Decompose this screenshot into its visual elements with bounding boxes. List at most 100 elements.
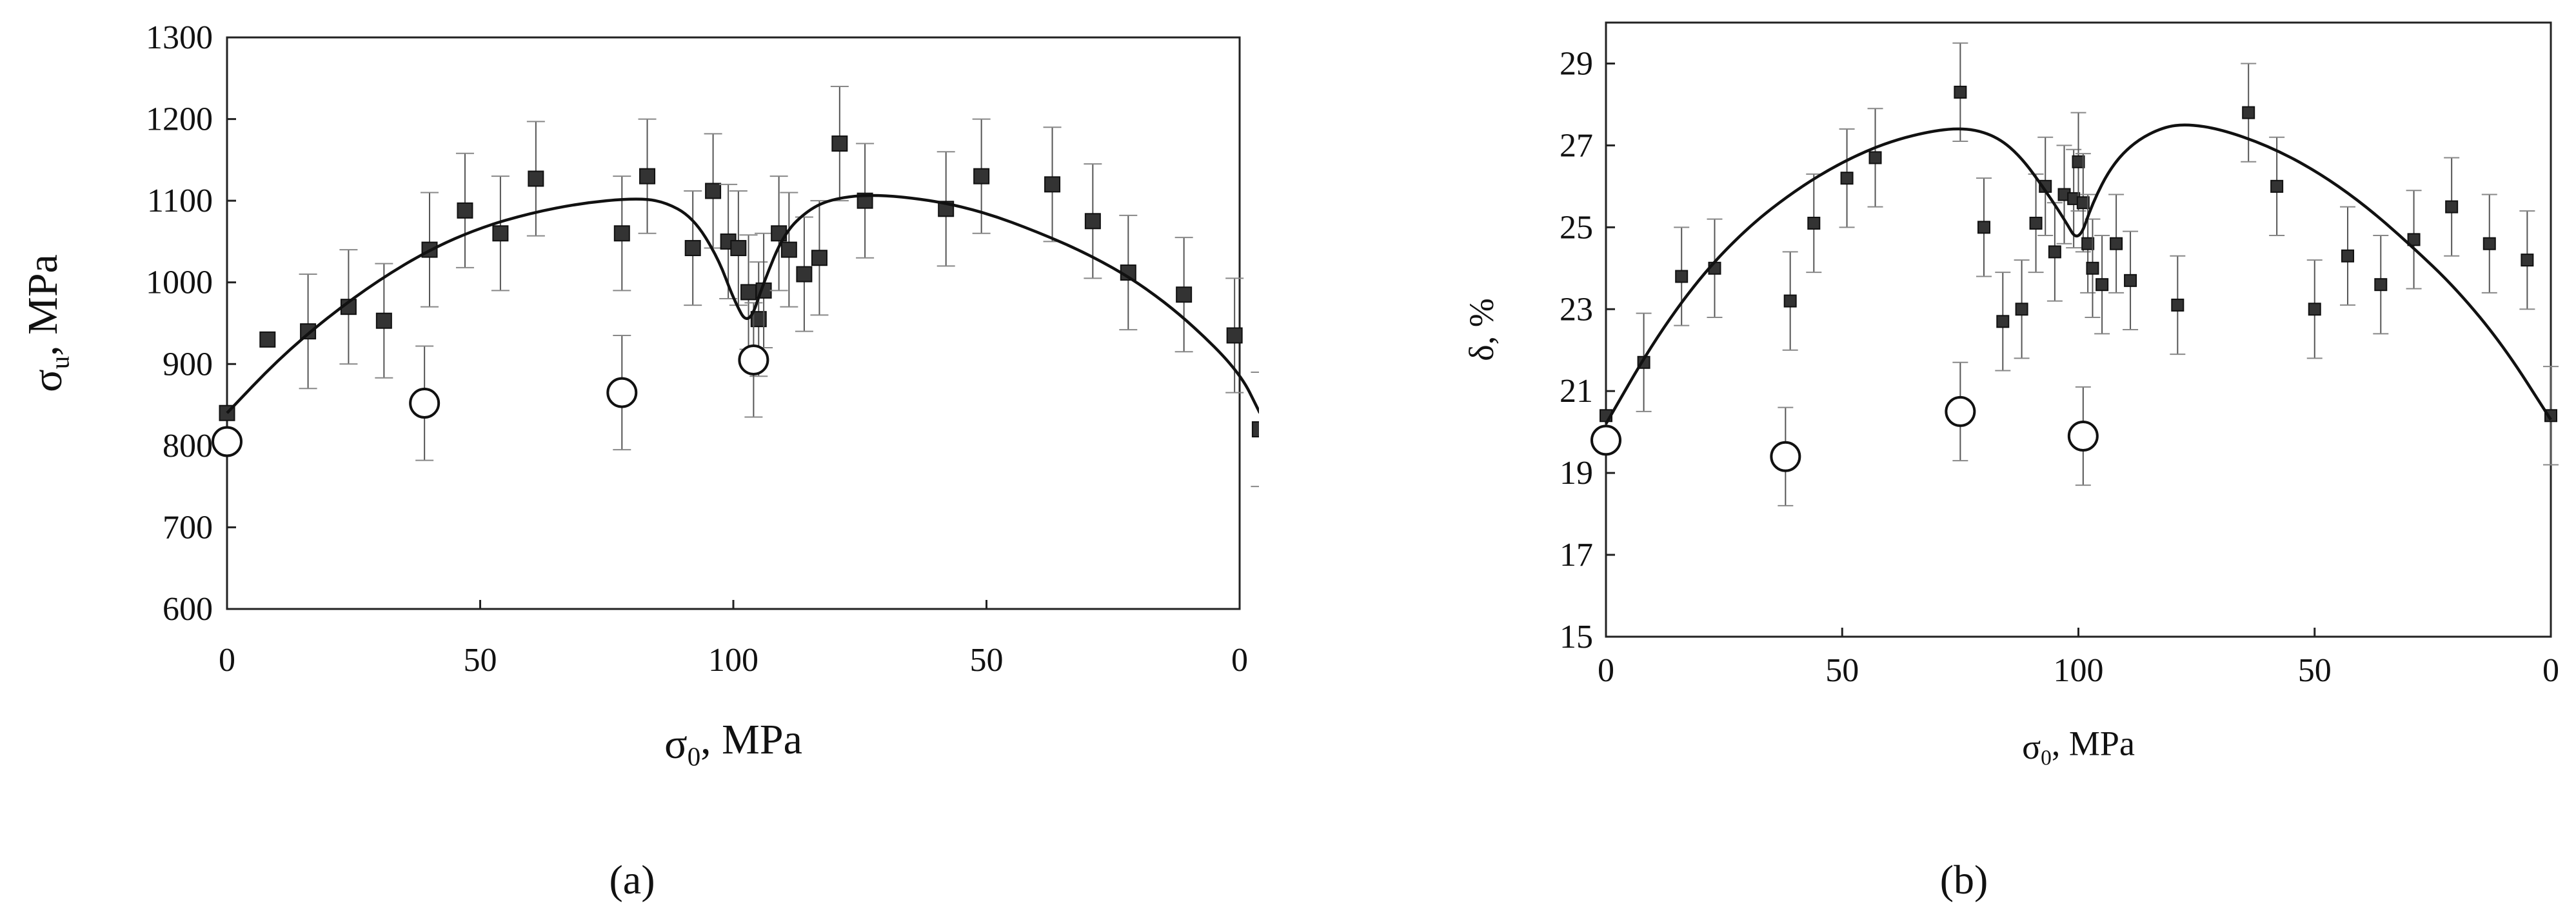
y-tick-label: 600 — [163, 591, 213, 628]
data-point-square — [2081, 237, 2095, 250]
y-tick-label: 17 — [1560, 537, 1593, 573]
data-point-square — [1044, 176, 1061, 193]
y-tick-label: 1000 — [146, 264, 213, 301]
x-tick-label: 50 — [1825, 652, 1859, 689]
x-tick-label: 50 — [970, 642, 1004, 679]
data-point-square — [457, 202, 473, 219]
plot-area — [212, 85, 1259, 488]
data-point-square — [1840, 172, 1854, 185]
y-tick-label: 15 — [1560, 619, 1593, 655]
data-point-square — [1783, 294, 1797, 308]
data-point-square — [2171, 298, 2185, 312]
data-point-square — [2445, 200, 2459, 214]
y-axis-title-symbol: δ — [1462, 344, 1501, 361]
data-point-square — [375, 312, 392, 329]
y-axis-title-unit: , MPa — [19, 254, 66, 356]
data-point-square — [2048, 245, 2061, 259]
x-axis-title: σ0, MPa — [664, 716, 802, 771]
x-axis-title-symbol: σ — [664, 721, 688, 768]
x-tick-label: 0 — [1598, 652, 1614, 689]
y-tick-label: 25 — [1560, 209, 1593, 246]
data-point-square — [2015, 303, 2028, 316]
data-point-square — [973, 168, 990, 184]
fit-curve — [1605, 123, 2552, 425]
data-point-square — [2110, 237, 2123, 250]
data-point-circle — [606, 377, 638, 408]
data-point-circle — [1770, 441, 1801, 472]
data-point-square — [613, 225, 630, 242]
data-point-square — [705, 183, 722, 199]
x-tick-label: 0 — [2542, 652, 2559, 689]
fit-curve — [226, 194, 1259, 414]
data-point-square — [1996, 315, 2010, 328]
data-point-square — [780, 241, 797, 258]
data-point-square — [1084, 213, 1101, 230]
data-point-square — [2029, 216, 2043, 230]
y-tick-label: 19 — [1560, 455, 1593, 492]
x-axis-title-unit: , MPa — [700, 716, 802, 763]
y-tick-label: 700 — [163, 509, 213, 546]
data-point-square — [684, 240, 701, 257]
data-point-square — [740, 284, 757, 301]
data-point-square — [2341, 249, 2355, 263]
data-point-square — [1675, 270, 1689, 283]
x-tick-label: 50 — [2298, 652, 2332, 689]
data-point-square — [2482, 237, 2496, 250]
y-tick-label: 900 — [163, 346, 213, 383]
data-point-square — [2242, 106, 2255, 119]
data-point-square — [639, 168, 656, 184]
y-axis-title: δ, % — [1462, 298, 1501, 361]
data-point-square — [750, 311, 767, 328]
y-tick-label: 1300 — [146, 19, 213, 56]
y-axis-title-symbol: σ — [24, 369, 71, 392]
y-tick-label: 27 — [1560, 127, 1593, 164]
plot-area — [1590, 42, 2559, 506]
data-point-square — [2076, 196, 2090, 210]
data-point-square — [1977, 221, 1990, 234]
data-point-square — [2072, 155, 2085, 168]
x-axis-title: σ0, MPa — [2022, 724, 2135, 770]
data-point-square — [2095, 278, 2109, 292]
y-tick-label: 1100 — [147, 183, 213, 219]
y-tick-label: 21 — [1560, 373, 1593, 410]
data-point-circle — [212, 426, 243, 457]
data-point-circle — [738, 344, 769, 375]
x-axis-title-subscript: 0 — [2041, 746, 2052, 770]
y-tick-label: 29 — [1560, 45, 1593, 82]
y-tick-label: 23 — [1560, 291, 1593, 328]
data-point-square — [1226, 327, 1243, 344]
data-point-circle — [1590, 424, 1621, 456]
data-point-square — [1176, 286, 1193, 303]
data-point-circle — [409, 388, 441, 419]
data-point-square — [1868, 151, 1882, 164]
x-tick-label: 100 — [708, 642, 758, 679]
data-point-square — [300, 323, 317, 340]
x-tick-label: 50 — [464, 642, 497, 679]
y-tick-label: 1200 — [146, 101, 213, 138]
x-tick-label: 0 — [219, 642, 235, 679]
data-point-square — [259, 331, 276, 348]
x-tick-label: 100 — [2054, 652, 2104, 689]
x-axis-title-symbol: σ — [2022, 728, 2041, 766]
data-point-square — [528, 170, 544, 187]
data-point-circle — [1945, 395, 1976, 427]
x-axis-title-subscript: 0 — [688, 742, 700, 771]
x-axis-title-unit: , MPa — [2052, 724, 2135, 762]
data-point-square — [1954, 85, 1967, 99]
data-point-square — [2308, 303, 2321, 316]
data-point-square — [1807, 216, 1821, 230]
data-point-square — [831, 135, 848, 152]
y-tick-label: 800 — [163, 428, 213, 464]
data-point-square — [2270, 179, 2284, 193]
data-point-square — [2124, 274, 2137, 287]
y-axis-title-unit: , % — [1462, 298, 1501, 344]
y-axis-title: σu, MPa — [19, 254, 74, 392]
data-point-square — [492, 225, 509, 242]
y-axis-title-subscript: u — [45, 356, 74, 369]
data-point-circle — [2067, 421, 2099, 452]
data-point-square — [2407, 233, 2421, 246]
data-point-square — [1251, 421, 1259, 438]
